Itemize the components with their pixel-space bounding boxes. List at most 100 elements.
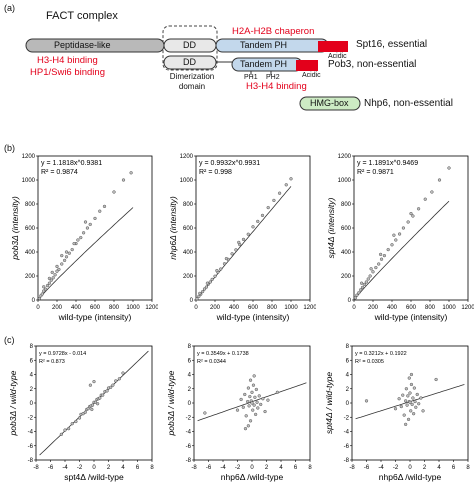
fit-equation: y = 0.3549x + 0.1738: [197, 351, 249, 357]
x-tick-label: 2: [423, 465, 427, 471]
y-tick-label: 600: [183, 226, 194, 232]
data-point: [413, 399, 417, 404]
data-point: [374, 265, 378, 270]
x-tick-label: 1000: [442, 305, 456, 311]
data-point: [248, 419, 253, 423]
data-point: [277, 191, 282, 195]
data-point: [416, 207, 421, 211]
data-point: [197, 294, 201, 298]
data-point: [43, 287, 48, 291]
fit-equation: y = 0.9932x^0.9931: [199, 160, 260, 167]
dd-bottom-label: DD: [183, 57, 196, 67]
y-tick-label: 800: [341, 202, 352, 208]
data-point: [368, 274, 372, 278]
data-point: [360, 285, 365, 289]
data-point: [239, 397, 243, 402]
data-point: [423, 197, 427, 201]
y-tick-label: 0: [346, 401, 350, 407]
data-point: [63, 428, 67, 432]
data-point: [252, 374, 256, 378]
data-point: [90, 407, 94, 412]
data-point: [198, 291, 202, 295]
data-point: [222, 262, 227, 266]
y-tick-label: 8: [346, 344, 350, 350]
x-tick-label: 400: [387, 305, 398, 311]
x-tick-label: 200: [210, 305, 221, 311]
data-point: [55, 269, 59, 273]
hp1-binding-label: HP1/Swi6 binding: [30, 67, 105, 78]
data-point: [55, 264, 59, 268]
data-point: [235, 408, 240, 412]
data-point: [81, 412, 85, 416]
data-point: [247, 404, 251, 408]
x-tick-label: 4: [437, 465, 441, 471]
y-tick-label: 200: [183, 274, 194, 280]
data-point: [263, 409, 267, 414]
y-tick-label: -4: [28, 430, 34, 436]
data-point: [434, 377, 438, 382]
y-tick-label: 0: [30, 401, 34, 407]
data-point: [404, 399, 408, 403]
data-point: [415, 392, 419, 397]
y-tick-label: -8: [28, 458, 34, 464]
x-tick-label: 0: [194, 305, 198, 311]
data-point: [121, 178, 126, 182]
data-point: [399, 404, 403, 409]
ph1-label: PH1: [244, 74, 258, 81]
x-tick-label: 6: [294, 465, 298, 471]
y-tick-label: 600: [341, 226, 352, 232]
data-point: [409, 372, 414, 377]
data-point: [251, 383, 256, 387]
y-tick-label: -6: [28, 444, 34, 450]
x-tick-label: 600: [90, 305, 101, 311]
x-tick-label: 0: [250, 465, 254, 471]
data-point: [390, 243, 394, 247]
y-tick-label: -6: [186, 444, 192, 450]
data-point: [377, 262, 381, 266]
data-point: [88, 222, 92, 226]
x-tick-label: 4: [121, 465, 125, 471]
y-tick-label: 6: [30, 358, 34, 364]
data-point: [243, 427, 248, 431]
x-tick-label: -4: [220, 465, 226, 471]
data-point: [250, 401, 254, 405]
y-axis-label: pob3Δ (intensity): [10, 196, 20, 261]
x-axis-label: spt4Δ /wild-type: [64, 472, 124, 482]
data-point: [241, 237, 246, 241]
y-tick-label: 8: [188, 344, 192, 350]
y-axis-label: spt4Δ / wild-type: [324, 372, 334, 434]
y-tick-label: 800: [183, 202, 194, 208]
data-point: [256, 219, 260, 223]
spt16-label: Spt16, essential: [356, 39, 428, 50]
data-point: [406, 394, 410, 398]
data-point: [379, 257, 384, 261]
data-point: [355, 293, 359, 297]
data-point: [202, 287, 207, 291]
data-point: [260, 213, 265, 217]
data-point: [405, 403, 409, 407]
data-point: [93, 400, 98, 404]
fit-equation: y = 1.1891x^0.9469: [357, 160, 418, 167]
data-point: [392, 233, 396, 237]
data-point: [224, 256, 228, 261]
panel-b-label: (b): [4, 143, 15, 153]
data-point: [409, 382, 414, 387]
y-tick-label: -2: [28, 415, 34, 421]
data-point: [397, 232, 402, 236]
data-point: [57, 267, 61, 271]
y-tick-label: -8: [186, 458, 192, 464]
data-point: [362, 282, 367, 286]
data-point: [67, 251, 71, 255]
y-tick-label: 200: [25, 274, 36, 280]
data-point: [51, 276, 55, 280]
data-point: [96, 402, 100, 406]
data-point: [64, 255, 69, 259]
data-point: [64, 250, 69, 254]
data-point: [230, 252, 234, 256]
data-point: [259, 402, 263, 407]
plot-frame: [37, 155, 153, 301]
fit-r2: R² = 0.0305: [355, 359, 384, 365]
data-point: [195, 297, 199, 301]
y-tick-label: 400: [25, 250, 36, 256]
y-tick-label: 1200: [338, 154, 352, 160]
